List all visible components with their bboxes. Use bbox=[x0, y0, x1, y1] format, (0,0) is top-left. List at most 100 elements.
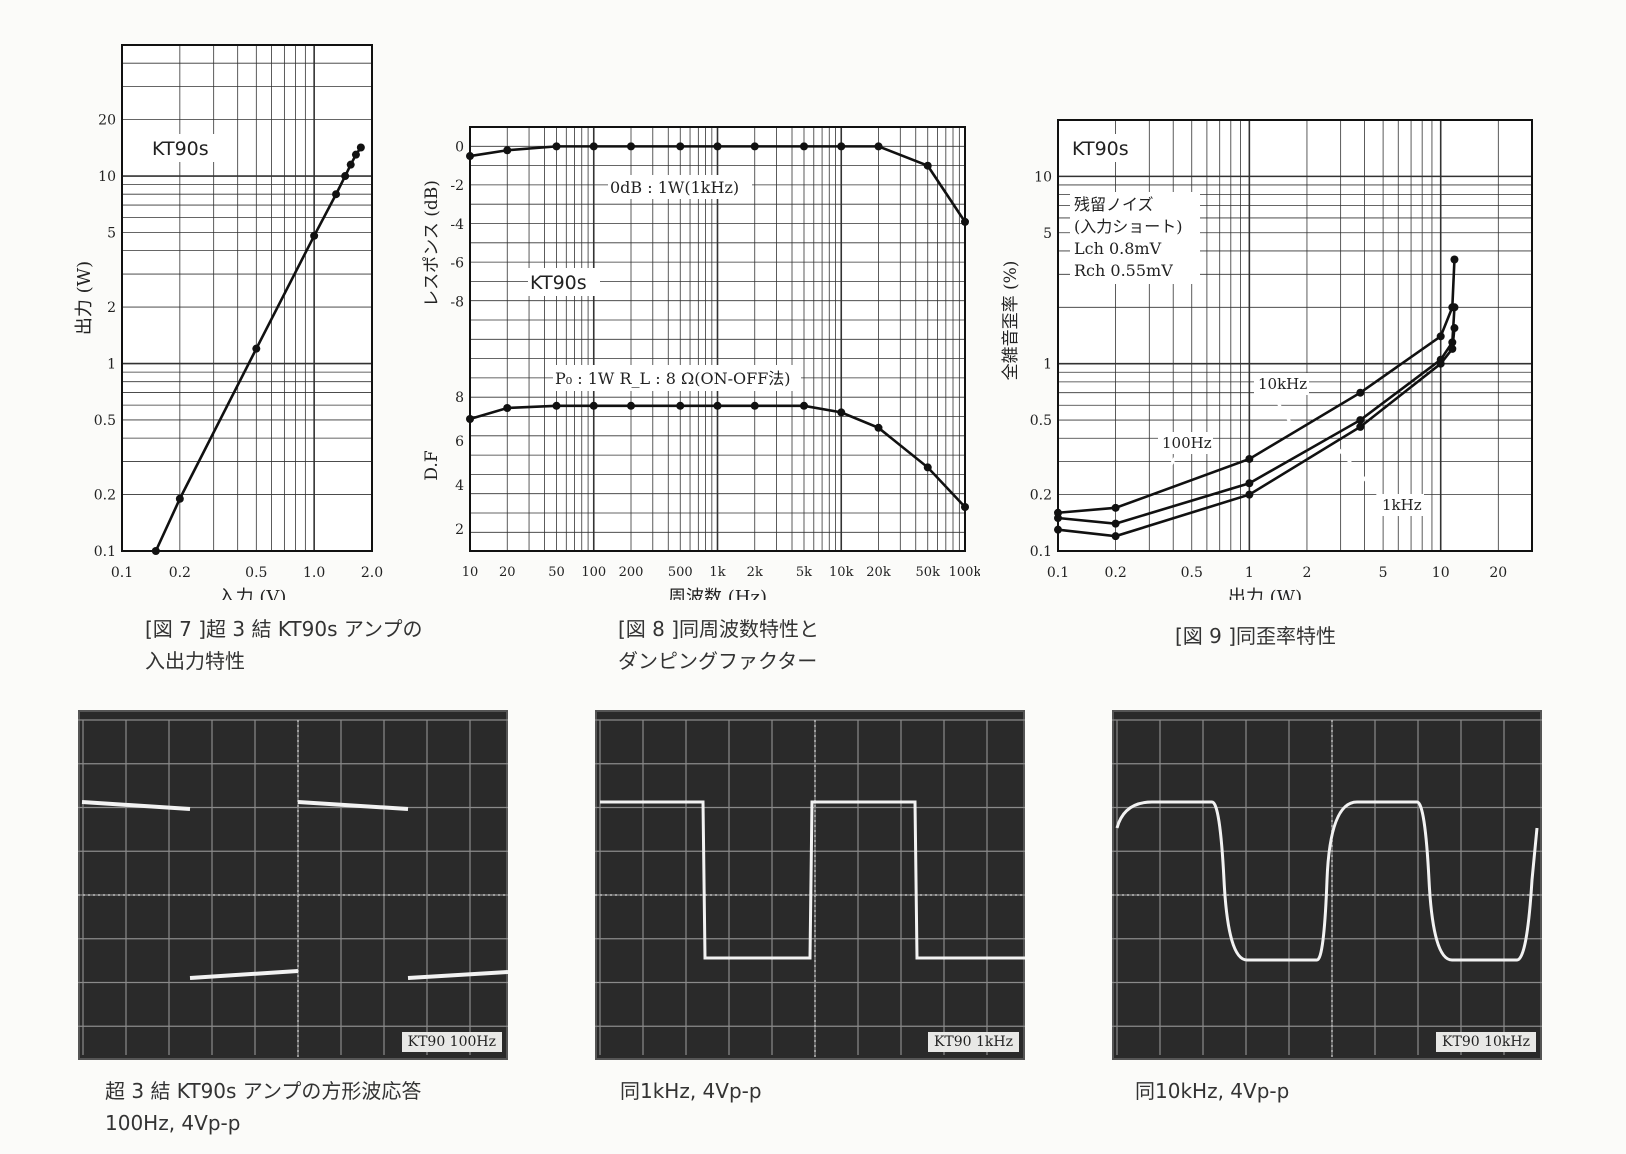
x-tick-label: 2.0 bbox=[361, 565, 383, 581]
fig9-caption: [図 9 ]同歪率特性 bbox=[1175, 624, 1337, 648]
y-tick-label: 1 bbox=[1043, 357, 1052, 373]
fig8-series-DF-point bbox=[627, 401, 636, 410]
figure-8: 10 20 50 100 200 500 1k 2k 5k 10k 20k 50k 100k 0 -2 -4 -… bbox=[420, 0, 981, 608]
y-axis-label: 全雑音歪率 (%) bbox=[1001, 261, 1021, 381]
fig9-series-100Hz-point bbox=[1356, 416, 1365, 425]
fig9-series-1kHz-point bbox=[1448, 344, 1457, 353]
x-tick-label: 2k bbox=[747, 565, 763, 580]
annotation-bg bbox=[553, 365, 801, 391]
fig8-series-DF-point bbox=[503, 404, 512, 412]
x-axis-label: 出力 (W) bbox=[1228, 587, 1302, 600]
y-tick-label: 0 bbox=[455, 139, 464, 155]
fig9-series-10kHz-point bbox=[1245, 454, 1254, 463]
x-tick-label: 50 bbox=[548, 565, 565, 580]
x-tick-label: 5k bbox=[796, 565, 812, 580]
fig8-series-DF-point bbox=[713, 401, 722, 410]
x-tick-label: 0.5 bbox=[1181, 565, 1203, 581]
x-tick-label: 1 bbox=[1245, 565, 1254, 581]
scope-1khz: KT90 1kHz bbox=[595, 710, 1025, 1060]
fig8-series-DF-point bbox=[676, 401, 685, 410]
scope-100hz-caption: 超 3 結 KT90s アンプの方形波応答 100Hz, 4Vp-p bbox=[105, 1079, 422, 1135]
fig8-series-response-point bbox=[713, 142, 722, 151]
x-tick-label: 0.1 bbox=[1047, 565, 1069, 581]
x-tick-label: 10 bbox=[1432, 565, 1450, 581]
fig9-series-100Hz-point bbox=[1245, 479, 1254, 488]
y-tick-label: 0.2 bbox=[1030, 488, 1052, 504]
x-tick-label: 0.1 bbox=[111, 565, 133, 581]
fig9-series-100Hz-point bbox=[1111, 519, 1120, 528]
scope-label: KT90 100Hz bbox=[401, 1032, 502, 1052]
scope-10khz-caption: 同10kHz, 4Vp-p bbox=[1135, 1079, 1290, 1103]
fig8-series-response-point bbox=[466, 152, 474, 161]
scope-trace bbox=[81, 800, 191, 811]
x-tick-label: 200 bbox=[619, 565, 644, 580]
fig8-series-response-point bbox=[923, 161, 932, 170]
scope-screen bbox=[595, 710, 1025, 1060]
fig7-series-point bbox=[332, 190, 341, 199]
series-label-bg bbox=[1254, 373, 1309, 395]
fig8-caption: [図 8 ]同周波数特性と ダンピングファクター bbox=[618, 617, 820, 673]
fig7-series-point bbox=[151, 547, 160, 555]
y-tick-label: 10 bbox=[98, 169, 116, 185]
fig9-series-1kHz-point bbox=[1436, 359, 1445, 368]
y-tick-label: 1 bbox=[107, 357, 116, 373]
fig8-series-DF-point bbox=[589, 401, 598, 410]
fig9-series-1kHz-point bbox=[1111, 532, 1120, 541]
y-tick-label: 2 bbox=[107, 300, 116, 316]
y-tick-label: -4 bbox=[450, 217, 464, 233]
fig8-series-response-point bbox=[552, 142, 561, 151]
fig7-series-point bbox=[175, 494, 184, 503]
series-label-bg bbox=[1378, 494, 1424, 516]
y-tick-label: 20 bbox=[98, 113, 116, 129]
fig7-caption: [図 7 ]超 3 結 KT90s アンプの 入出力特性 bbox=[145, 617, 423, 673]
y-tick-label: 0.5 bbox=[1030, 413, 1052, 429]
x-tick-label: 0.2 bbox=[169, 565, 191, 581]
fig8-series-response-point bbox=[589, 142, 598, 151]
fig7-series-point bbox=[310, 231, 319, 240]
title-bg bbox=[528, 268, 600, 296]
noise-note-line: (入力ショート) bbox=[1074, 217, 1183, 236]
fig8-series-response-point bbox=[837, 142, 846, 151]
scope-screen bbox=[78, 710, 508, 1060]
y-tick-label: -8 bbox=[450, 294, 464, 310]
series-label-pointer bbox=[1271, 394, 1297, 431]
y-tick-label: 10 bbox=[1034, 169, 1052, 185]
fig8-series-DF-point bbox=[750, 401, 759, 410]
series-label: 1kHz bbox=[1382, 496, 1422, 514]
y-tick-label: 2 bbox=[455, 522, 464, 538]
scope-label: KT90 10kHz bbox=[1436, 1032, 1536, 1052]
scope-background bbox=[78, 710, 508, 1060]
y-tick-label: 8 bbox=[455, 390, 464, 406]
x-tick-label: 50k bbox=[916, 565, 941, 580]
scope-trace bbox=[600, 800, 1025, 960]
y-tick-label: 5 bbox=[107, 225, 116, 241]
annotation-bottom: P₀ : 1W R_L : 8 Ω(ON-OFF法) bbox=[555, 369, 791, 388]
fig8-series-response-point bbox=[676, 142, 685, 151]
x-tick-label: 10k bbox=[829, 565, 854, 580]
x-tick-label: 2 bbox=[1302, 565, 1311, 581]
x-tick-label: 1.0 bbox=[303, 565, 325, 581]
noise-note-line: Lch 0.8mV bbox=[1074, 239, 1162, 258]
x-tick-label: 10 bbox=[462, 565, 479, 580]
y-tick-label: 4 bbox=[455, 478, 464, 494]
fig9-series-10kHz-point bbox=[1450, 255, 1459, 264]
title-bg bbox=[1070, 134, 1142, 162]
fig8-series-response-point bbox=[503, 146, 512, 155]
x-tick-label: 20k bbox=[866, 565, 891, 580]
x-axis-label: 入力 (V) bbox=[218, 587, 287, 600]
plot-frame bbox=[469, 126, 966, 552]
fig8-series-response-point bbox=[799, 142, 808, 151]
y-axis-label: 出力 (W) bbox=[74, 261, 95, 335]
x-axis-label: 周波数 (Hz) bbox=[668, 587, 767, 600]
fig9-series-1kHz-point bbox=[1450, 324, 1459, 333]
fig7-series-point bbox=[252, 344, 261, 353]
scope-trace bbox=[1115, 800, 1539, 962]
fig8-series-DF-point bbox=[466, 415, 474, 423]
y-tick-label: 6 bbox=[455, 434, 464, 450]
plot-area bbox=[122, 45, 372, 551]
fig8-series-response-point bbox=[874, 142, 883, 151]
x-tick-label: 0.2 bbox=[1104, 565, 1126, 581]
fig9-series-10kHz-point bbox=[1111, 503, 1120, 512]
fig7-series-point bbox=[356, 143, 365, 152]
fig9-series-1kHz-point bbox=[1356, 422, 1365, 431]
